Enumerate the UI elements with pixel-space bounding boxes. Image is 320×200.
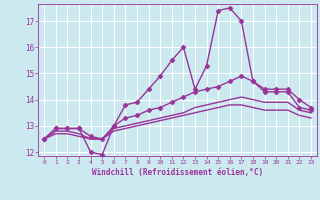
X-axis label: Windchill (Refroidissement éolien,°C): Windchill (Refroidissement éolien,°C)	[92, 168, 263, 177]
